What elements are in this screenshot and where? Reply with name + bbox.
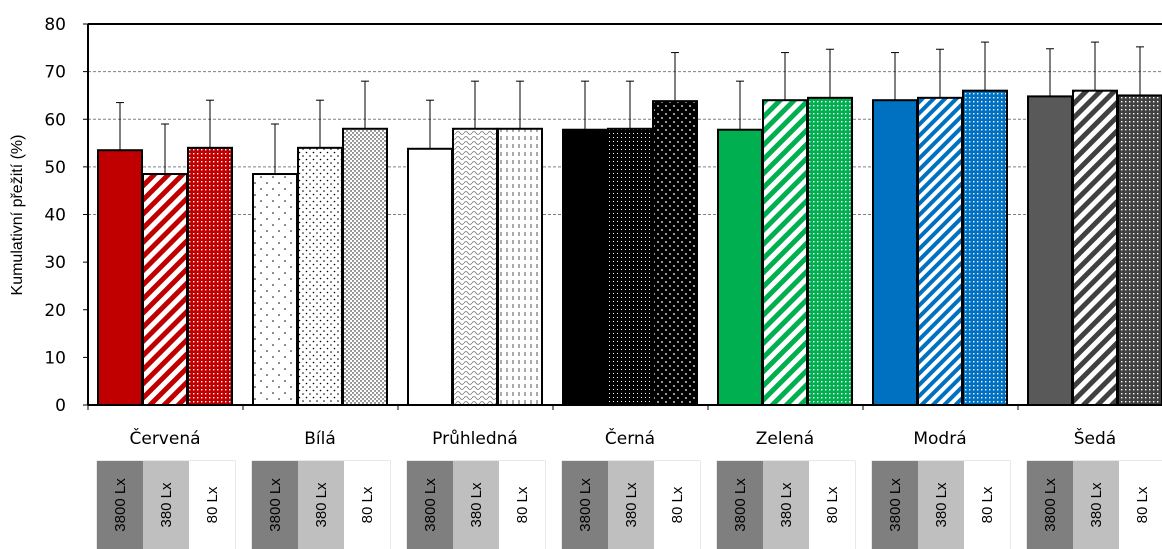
category-label: Zelená <box>756 429 814 449</box>
lux-label: 3800 Lx <box>267 478 284 532</box>
lux-label: 80 Lx <box>979 486 996 523</box>
category-label: Modrá <box>913 429 966 449</box>
y-axis-label: Kumulativní přežití (%) <box>9 135 26 296</box>
lux-label: 80 Lx <box>824 486 841 523</box>
lux-cell-4-3 <box>654 461 700 549</box>
lux-label: 80 Lx <box>204 486 221 523</box>
bar-4-1 <box>562 128 608 406</box>
bars <box>97 41 1162 407</box>
lux-cell-1-2 <box>143 461 189 549</box>
bar-1-3 <box>187 146 233 406</box>
lux-label: 80 Lx <box>359 486 376 523</box>
lux-label: 80 Lx <box>514 486 531 523</box>
lux-cell-3-1 <box>407 461 453 549</box>
bar-2-2 <box>297 146 343 406</box>
lux-label: 380 Lx <box>933 482 950 528</box>
lux-label: 380 Lx <box>158 482 175 528</box>
y-tick-label: 0 <box>55 396 66 416</box>
lux-label: 3800 Lx <box>422 478 439 532</box>
bar-5-2 <box>762 99 808 406</box>
lux-cell-2-3 <box>344 461 390 549</box>
bar-7-1 <box>1027 95 1073 406</box>
lux-cell-1-1 <box>97 461 143 549</box>
lux-label: 3800 Lx <box>112 478 129 532</box>
lux-cell-5-2 <box>763 461 809 549</box>
lux-cell-7-1 <box>1027 461 1073 549</box>
y-tick-labels: 0 10 20 30 40 50 60 70 80 <box>44 15 88 416</box>
lux-cell-5-3 <box>809 461 855 549</box>
category-label: Průhledná <box>432 429 518 449</box>
y-tick-label: 70 <box>44 63 66 83</box>
bar-5-3 <box>807 96 853 406</box>
bar-1-1 <box>97 149 143 406</box>
lux-cell-3-3 <box>499 461 545 549</box>
bar-3-1 <box>407 147 453 406</box>
y-tick-label: 30 <box>44 253 66 273</box>
lux-label: 3800 Lx <box>732 478 749 532</box>
lux-cell-6-1 <box>872 461 918 549</box>
bar-6-3 <box>962 89 1008 407</box>
bar-6-2 <box>917 96 963 406</box>
lux-cell-7-3 <box>1119 461 1162 549</box>
category-label: Červená <box>129 427 200 449</box>
lux-label: 3800 Lx <box>887 478 904 532</box>
lux-cell-2-2 <box>298 461 344 549</box>
lux-label: 380 Lx <box>778 482 795 528</box>
category-label: Šedá <box>1074 427 1116 449</box>
lux-cell-1-3 <box>189 461 235 549</box>
category-label: Bílá <box>304 429 336 449</box>
lux-label: 3800 Lx <box>1042 478 1059 532</box>
bar-7-3 <box>1117 94 1162 406</box>
bar-3-2 <box>452 127 498 406</box>
lux-label: 380 Lx <box>623 482 640 528</box>
bar-2-3 <box>342 127 388 406</box>
lux-label: 80 Lx <box>1134 486 1151 523</box>
y-tick-label: 10 <box>44 348 66 368</box>
lux-cell-4-1 <box>562 461 608 549</box>
lux-cell-5-1 <box>717 461 763 549</box>
bar-6-1 <box>872 99 918 406</box>
bar-2-1 <box>252 173 298 406</box>
bar-5-1 <box>717 128 763 406</box>
bar-1-2 <box>142 173 188 406</box>
lux-label: 80 Lx <box>669 486 686 523</box>
category-labels: Červená Bílá Průhledná Černá Zelená Modrá Šedá <box>129 427 1116 449</box>
lux-label: 380 Lx <box>1088 482 1105 528</box>
bar-7-2 <box>1072 89 1118 407</box>
lux-label: 3800 Lx <box>577 478 594 532</box>
bar-3-3 <box>497 127 543 406</box>
y-tick-label: 50 <box>44 158 66 178</box>
lux-label: 380 Lx <box>468 482 485 528</box>
lux-cell-4-2 <box>608 461 654 549</box>
bar-4-2 <box>607 127 653 406</box>
lux-cell-3-2 <box>453 461 499 549</box>
lux-labels: 3800 Lx 380 Lx 80 Lx 3800 Lx 380 Lx 80 Lx 3800… <box>96 460 1162 549</box>
lux-label: 380 Lx <box>313 482 330 528</box>
lux-cell-7-2 <box>1073 461 1119 549</box>
y-tick-label: 20 <box>44 301 66 321</box>
lux-cell-6-3 <box>964 461 1010 549</box>
bar-4-3 <box>652 100 698 406</box>
y-tick-label: 80 <box>44 15 66 35</box>
y-tick-label: 40 <box>44 206 66 226</box>
lux-cell-6-2 <box>918 461 964 549</box>
category-label: Černá <box>605 427 655 449</box>
lux-cell-2-1 <box>252 461 298 549</box>
y-tick-label: 60 <box>44 110 66 130</box>
